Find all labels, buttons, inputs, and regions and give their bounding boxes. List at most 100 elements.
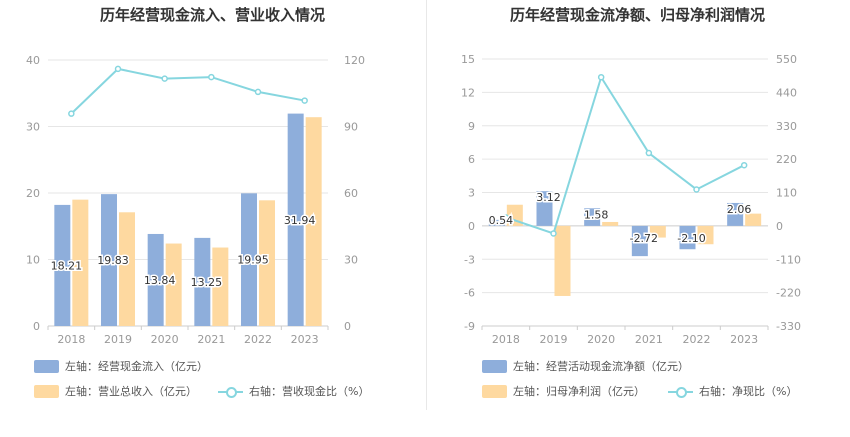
right-ratio-point: [597, 73, 605, 81]
right-y2-tick-label: 110: [776, 187, 797, 200]
right-bar-value-label: -2.10: [677, 232, 705, 245]
left-chart-title: 历年经营现金流入、营业收入情况: [99, 6, 325, 24]
right-category-label: 2020: [587, 333, 615, 346]
left-bar-primary: [147, 233, 164, 326]
left-chart-panel: 历年经营现金流入、营业收入情况 0 10 20 30 40 0 30 60 90 120 2018 2…: [26, 6, 369, 399]
right-ratio-line: [505, 74, 745, 235]
right-bar-value-label: 0.54: [489, 214, 513, 227]
left-y2-tick-label: 120: [344, 54, 365, 67]
left-category-label: 2023: [291, 333, 319, 346]
right-y2-tick-label: 0: [776, 220, 783, 233]
left-bar-secondary: [305, 117, 322, 326]
left-ratio-point: [68, 110, 75, 117]
left-ratio-point: [161, 75, 168, 82]
right-bar-secondary: [745, 213, 762, 226]
left-bar-value-label: 19.83: [97, 254, 129, 267]
right-bar-primary: [536, 191, 553, 226]
right-y2-tick-label: 550: [776, 53, 797, 66]
right-y-tick-label: -3: [464, 253, 475, 266]
left-bar-primary: [287, 113, 304, 326]
left-bar-primary: [241, 193, 257, 326]
left-y2-tick-label: 90: [344, 121, 358, 134]
left-y2-tick-label: 0: [344, 320, 351, 333]
panel-divider: [426, 0, 427, 410]
right-y-tick-label: 3: [468, 187, 475, 200]
left-legend-label-ratio: 右轴：营收现金比（%）: [249, 385, 370, 398]
left-ratio-line: [70, 67, 305, 115]
right-y-tick-label: 6: [468, 153, 475, 166]
right-y2-tick-label: -330: [776, 320, 801, 333]
right-bar-primary: [631, 225, 648, 257]
left-legend-item-inflow[interactable]: 左轴：经营现金流入（亿元）: [34, 358, 208, 374]
left-bar-value-label: 13.25: [191, 276, 223, 289]
left-bar-secondary: [212, 247, 229, 326]
right-bar-secondary: [554, 225, 571, 296]
right-chart-panel: 历年经营现金流净额、归母净利润情况 -9 -6 -3 0 3 6 9 12 15 -330 -220…: [425, 0, 850, 437]
left-legend-item-ratio[interactable]: 右轴：营收现金比（%）: [218, 383, 369, 399]
left-y2-tick-label: 60: [344, 187, 358, 200]
left-bar-value-label: 13.84: [144, 274, 176, 287]
left-bar-secondary: [119, 212, 135, 326]
right-y-tick-label: 12: [461, 86, 475, 99]
right-ratio-point: [502, 214, 510, 221]
right-category-label: 2019: [540, 333, 568, 346]
right-bar-primary: [488, 219, 505, 226]
left-legend-label-revenue: 左轴：营业总收入（亿元）: [65, 385, 197, 398]
right-y2-tick-label: -110: [776, 253, 801, 266]
right-bar-value-label: -2.72: [630, 232, 658, 245]
right-bar-secondary: [506, 204, 523, 226]
left-legend-item-revenue[interactable]: 左轴：营业总收入（亿元）: [34, 383, 197, 399]
left-y-tick-label: 40: [26, 54, 40, 67]
right-y2-tick-label: 220: [776, 153, 797, 166]
left-ratio-point: [254, 88, 262, 96]
left-y-tick-label: 10: [26, 254, 40, 267]
right-legend-label-ratio: 右轴：净现比（%）: [699, 385, 798, 398]
right-bar-value-label: 2.06: [727, 203, 752, 216]
left-category-label: 2018: [57, 333, 85, 346]
right-legend-swatch-netflow: [482, 359, 507, 373]
right-category-label: 2021: [635, 333, 663, 346]
right-category-label: 2022: [683, 333, 711, 346]
right-ratio-point: [645, 149, 653, 157]
right-ratio-point: [550, 230, 557, 237]
right-legend-item-netflow[interactable]: 左轴：经营活动现金流净额（亿元）: [482, 358, 689, 374]
left-bar-primary: [101, 194, 117, 326]
right-y-tick-label: 0: [468, 220, 475, 233]
right-legend-swatch-netprofit: [482, 384, 507, 398]
right-y-tick-label: -6: [464, 287, 475, 300]
right-bar-value-label: 1.58: [584, 208, 609, 221]
right-legend-item-ratio[interactable]: 右轴：净现比（%）: [668, 383, 797, 399]
left-bar-primary: [54, 204, 71, 326]
right-bar-primary: [727, 202, 744, 226]
left-bar-secondary: [165, 243, 182, 326]
left-ratio-point: [301, 97, 308, 104]
left-category-label: 2019: [104, 333, 132, 346]
left-y-tick-label: 20: [26, 187, 40, 200]
right-bar-primary: [584, 208, 601, 226]
right-y-tick-label: 9: [468, 120, 475, 133]
left-bar-value-label: 19.95: [237, 254, 269, 267]
right-legend-swatch-ratio: [668, 385, 693, 398]
left-legend-swatch-revenue: [34, 384, 59, 398]
right-chart-title: 历年经营现金流净额、归母净利润情况: [509, 6, 765, 24]
right-bar-secondary: [602, 221, 619, 226]
right-bar-primary: [679, 225, 696, 250]
right-category-label: 2023: [730, 333, 758, 346]
left-legend-swatch-ratio: [218, 385, 243, 398]
right-bar-value-label: 3.12: [536, 191, 561, 204]
right-legend-label-netprofit: 左轴：归母净利润（亿元）: [513, 385, 645, 398]
left-bar-secondary: [72, 199, 89, 326]
right-legend-item-netprofit[interactable]: 左轴：归母净利润（亿元）: [482, 383, 645, 399]
left-category-label: 2022: [244, 333, 272, 346]
right-y2-tick-label: -220: [776, 287, 801, 300]
left-category-label: 2020: [151, 333, 179, 346]
right-chart-plot: -9 -6 -3 0 3 6 9 12 15 -330 -220 -110 0 110 220 330 440 5…: [461, 53, 801, 346]
right-bar-secondary: [649, 225, 666, 238]
left-legend-swatch-inflow: [34, 359, 59, 373]
left-chart-plot: 0 10 20 30 40 0 30 60 90 120 2018 2019 2020 2021 2022 2…: [26, 54, 365, 346]
left-y-tick-label: 0: [33, 320, 40, 333]
right-y2-tick-label: 330: [776, 120, 797, 133]
right-bar-secondary: [697, 225, 714, 245]
left-category-label: 2021: [197, 333, 225, 346]
right-y2-tick-label: 440: [776, 86, 797, 99]
